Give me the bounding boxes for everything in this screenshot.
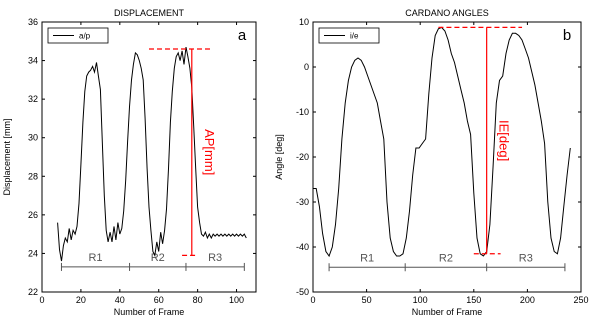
- y-tick-label: 34: [28, 56, 38, 66]
- displacement-panel: DISPLACEMENT 0 20 40 60 80 100 22 24 26 28 30 32 34 36…: [2, 8, 257, 317]
- plot-frame: [41, 21, 257, 293]
- x-tick-label: 100: [413, 295, 428, 305]
- y-tick-label: 0: [304, 62, 309, 72]
- y-tick-label: 28: [28, 171, 38, 181]
- region-label-r2: R2: [151, 252, 165, 264]
- x-tick-label: 60: [154, 295, 164, 305]
- y-tick-label: -50: [296, 287, 309, 297]
- x-tick-label: 20: [76, 295, 86, 305]
- y-axis-label: Displacement [mm]: [2, 118, 12, 195]
- legend-entry: i/e: [350, 32, 359, 41]
- x-tick-label: 250: [573, 295, 588, 305]
- region-label-r3: R3: [208, 252, 222, 264]
- legend: [47, 27, 109, 44]
- chart-title: DISPLACEMENT: [114, 8, 185, 18]
- panel-label: b: [563, 27, 571, 44]
- region-label-r1: R1: [360, 252, 374, 264]
- legend-entry: a/p: [79, 32, 91, 41]
- y-tick-label: -10: [296, 107, 309, 117]
- y-tick-label: -20: [296, 152, 309, 162]
- x-tick-label: 40: [115, 295, 125, 305]
- y-tick-label: -40: [296, 242, 309, 252]
- y-tick-label: 22: [28, 287, 38, 297]
- range-annotation-label: IE[deg]: [497, 120, 512, 161]
- x-tick-label: 200: [520, 295, 535, 305]
- y-tick-label: 24: [28, 248, 38, 258]
- y-tick-label: 10: [299, 17, 309, 27]
- y-tick-label: 26: [28, 210, 38, 220]
- x-axis-label: Number of Frame: [412, 307, 483, 317]
- y-tick-label: 32: [28, 94, 38, 104]
- x-axis-label: Number of Frame: [114, 307, 185, 317]
- y-axis-label: Angle [deg]: [274, 134, 284, 180]
- region-label-r1: R1: [88, 252, 102, 264]
- legend: [318, 27, 380, 44]
- series-line-a-p: [57, 47, 247, 262]
- panel-label: a: [238, 27, 247, 44]
- y-tick-label: 30: [28, 133, 38, 143]
- x-tick-label: 150: [466, 295, 481, 305]
- y-tick-label: -30: [296, 197, 309, 207]
- x-tick-label: 50: [362, 295, 372, 305]
- region-label-r2: R2: [439, 252, 453, 264]
- y-tick-label: 36: [28, 17, 38, 27]
- x-tick-label: 80: [193, 295, 203, 305]
- region-label-r3: R3: [519, 252, 533, 264]
- chart-title: CARDANO ANGLES: [405, 8, 489, 18]
- series-line-i-e: [313, 26, 571, 258]
- x-tick-label: 100: [229, 295, 244, 305]
- range-annotation-label: AP[mm]: [202, 129, 217, 175]
- x-tick-label: 0: [310, 295, 315, 305]
- x-tick-label: 0: [39, 295, 44, 305]
